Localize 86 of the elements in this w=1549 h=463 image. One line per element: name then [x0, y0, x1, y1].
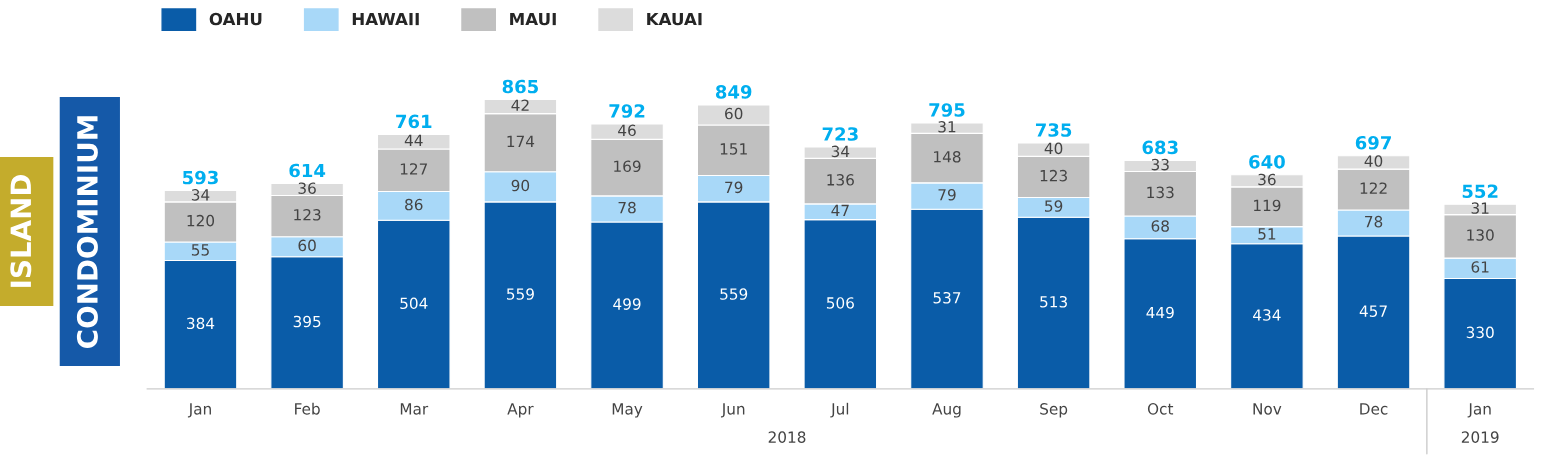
data-label: 537: [933, 291, 961, 304]
data-label: 119: [1254, 199, 1281, 212]
x-tick-label: Jan: [187, 403, 211, 418]
data-label: 40: [1044, 142, 1063, 155]
data-label: 78: [618, 201, 636, 214]
x-tick-label: Jul: [830, 402, 849, 418]
x-tick-label: Apr: [507, 403, 534, 418]
data-label: 61: [1471, 261, 1489, 273]
data-label: 504: [400, 297, 428, 310]
data-label: 434: [1253, 309, 1281, 321]
text: ISLAND: [10, 175, 32, 287]
data-label: 330: [1466, 326, 1494, 339]
total-label: 593: [183, 170, 218, 185]
x-tick-label: Sep: [1040, 403, 1068, 418]
total-label: 761: [396, 114, 432, 129]
x-tick-label: Dec: [1360, 403, 1388, 415]
data-label: 79: [938, 188, 956, 201]
data-label: 86: [405, 198, 423, 211]
total-label: 552: [1462, 184, 1498, 199]
data-label: 122: [1360, 182, 1387, 194]
data-label: 31: [1471, 202, 1489, 214]
data-label: 395: [293, 315, 321, 328]
data-label: 33: [1151, 158, 1169, 171]
total-label: 640: [1249, 154, 1285, 169]
x-tick-label: Jan: [1467, 403, 1491, 418]
data-label: 60: [725, 107, 743, 120]
total-label: 865: [502, 79, 538, 94]
data-label: 384: [187, 317, 215, 330]
data-label: 78: [1365, 215, 1383, 228]
data-label: 42: [511, 99, 529, 111]
total-label: 614: [289, 163, 326, 178]
data-label: 120: [187, 214, 215, 227]
x-tick-label: Mar: [400, 403, 429, 415]
data-label: 130: [1467, 229, 1494, 241]
data-label: 457: [1359, 305, 1387, 317]
data-label: 34: [831, 145, 850, 158]
data-label: 31: [938, 121, 956, 133]
data-label: 151: [720, 143, 747, 155]
data-label: 148: [934, 150, 961, 163]
total-label: 697: [1355, 135, 1391, 150]
text: 2019: [1461, 431, 1499, 443]
data-label: 123: [294, 209, 321, 221]
data-label: 559: [507, 288, 534, 300]
total-label: 723: [822, 127, 858, 141]
legend-label: MAUI: [510, 12, 556, 26]
data-label: 506: [826, 297, 854, 309]
x-tick-label: Jun: [720, 403, 745, 418]
data-label: 123: [1040, 169, 1067, 182]
data-label: 59: [1045, 200, 1063, 212]
data-label: 68: [1151, 220, 1169, 232]
total-label: 792: [609, 104, 645, 118]
data-label: 36: [1258, 173, 1276, 186]
data-label: 55: [191, 244, 209, 256]
data-label: 127: [400, 163, 428, 175]
data-label: 513: [1040, 295, 1067, 308]
data-label: 449: [1146, 306, 1174, 319]
x-tick-label: Oct: [1147, 403, 1174, 415]
data-label: 60: [298, 239, 316, 252]
x-tick-label: Feb: [295, 402, 320, 415]
data-label: 51: [1258, 228, 1276, 240]
data-label: 174: [507, 135, 535, 147]
data-label: 169: [614, 160, 641, 173]
total-label: 735: [1035, 123, 1072, 137]
data-label: 559: [720, 288, 748, 300]
data-label: 133: [1147, 186, 1174, 199]
data-label: 34: [191, 189, 210, 201]
total-label: 849: [715, 85, 752, 99]
total-label: 683: [1142, 140, 1178, 155]
data-label: 136: [827, 174, 854, 186]
text: CONDOMINIUM: [76, 116, 98, 348]
legend-label: HAWAII: [352, 12, 419, 26]
data-label: 499: [613, 298, 641, 310]
text: 2018: [768, 431, 806, 443]
data-label: 40: [1364, 155, 1383, 167]
x-tick-label: Nov: [1253, 403, 1282, 415]
data-label: 79: [725, 181, 743, 194]
data-label: 47: [831, 204, 849, 216]
legend-label: OAHU: [209, 12, 262, 26]
data-label: 36: [298, 182, 316, 194]
x-tick-label: May: [612, 403, 643, 418]
data-label: 46: [618, 124, 636, 137]
data-label: 44: [404, 134, 423, 146]
data-label: 90: [511, 179, 530, 192]
total-label: 795: [929, 103, 965, 117]
x-tick-label: Aug: [932, 403, 961, 418]
legend-label: KAUAI: [647, 12, 702, 26]
